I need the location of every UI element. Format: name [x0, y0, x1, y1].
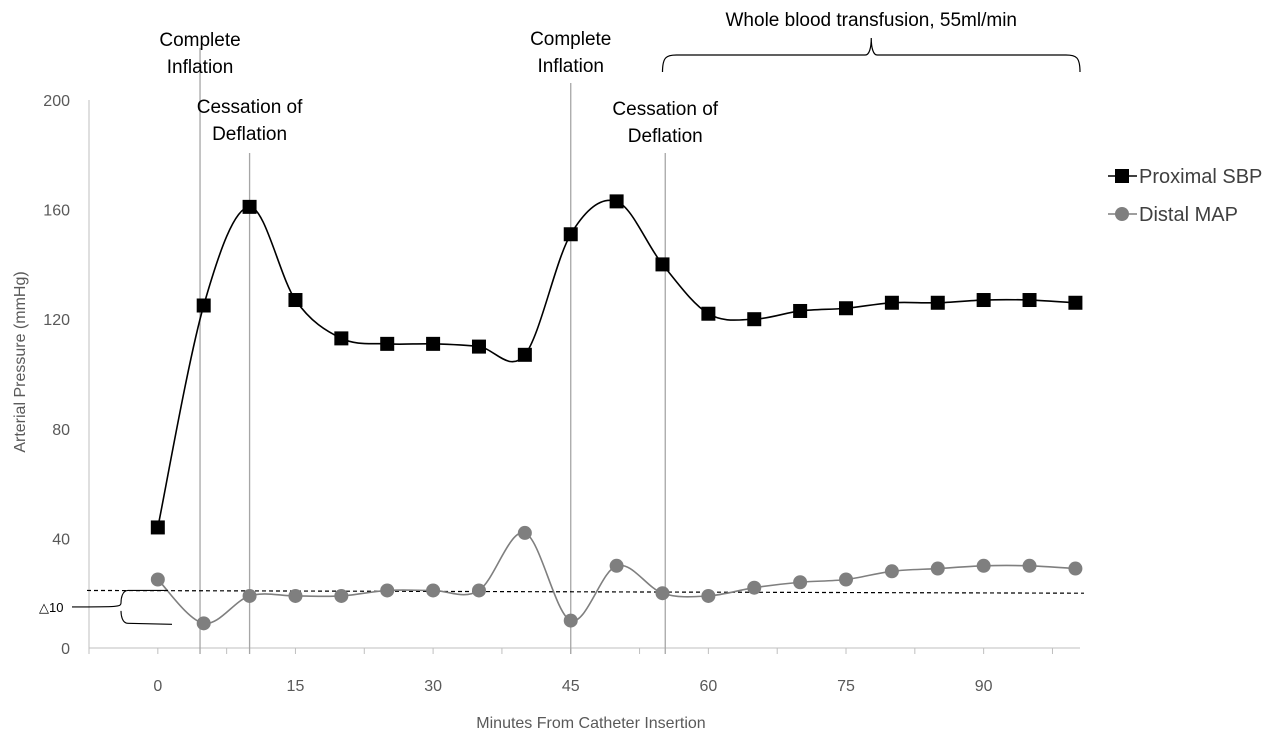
distal-map-point	[1068, 561, 1083, 576]
proximal-sbp-point	[150, 520, 165, 535]
proximal-sbp-point	[426, 336, 441, 351]
x-tick-label: 0	[153, 678, 162, 695]
x-tick-label: 15	[287, 678, 305, 695]
distal-map-point	[1022, 558, 1037, 573]
proximal-sbp-point	[196, 298, 211, 313]
legend: Proximal SBP Distal MAP	[1108, 166, 1262, 226]
proximal-sbp-point	[1068, 295, 1083, 310]
proximal-sbp-point	[380, 336, 395, 351]
proximal-sbp-point	[839, 301, 854, 316]
proximal-sbp-point	[655, 257, 670, 272]
x-tick-label: 90	[975, 678, 993, 695]
x-tick-label: 45	[562, 678, 580, 695]
legend-circle-marker	[1115, 207, 1129, 221]
proximal-sbp-point	[884, 295, 899, 310]
delta-bracket	[71, 589, 173, 625]
distal-map-point	[242, 588, 257, 603]
distal-map-point	[884, 564, 899, 579]
proximal-sbp-point	[701, 306, 716, 321]
x-axis-title: Minutes From Catheter Insertion	[476, 715, 705, 732]
vertical-marker-label: Deflation	[628, 126, 703, 147]
proximal-sbp-point	[334, 331, 349, 346]
y-tick-label: 40	[52, 531, 70, 548]
distal-map-point	[839, 572, 854, 587]
y-tick-label: 120	[43, 312, 70, 329]
y-tick-label: 80	[52, 422, 70, 439]
y-axis-title: Arterial Pressure (mmHg)	[12, 271, 29, 452]
vertical-markers: Complete Inflation Cessation of Deflation Co…	[159, 29, 719, 654]
axes: 0 40 80 120 160 200 0 15 30 45 60 75 90	[43, 93, 1080, 695]
distal-map-point	[288, 588, 303, 603]
proximal-sbp-point	[747, 312, 762, 327]
y-tick-label: 0	[61, 641, 70, 658]
vertical-marker-label: Cessation of	[612, 99, 718, 120]
distal-map-point	[334, 588, 349, 603]
vertical-marker-label: Complete	[159, 30, 240, 51]
proximal-sbp-point	[242, 199, 257, 214]
distal-map-point	[196, 616, 211, 631]
reference-line	[86, 589, 1085, 594]
vertical-marker-label: Inflation	[167, 57, 234, 78]
distal-map-line	[157, 532, 1076, 625]
annotations: Whole blood transfusion, 55ml/min △10	[39, 10, 1081, 625]
legend-square-marker	[1115, 169, 1129, 183]
proximal-sbp-point	[930, 295, 945, 310]
proximal-sbp-point	[563, 227, 578, 242]
distal-map-point	[517, 525, 532, 540]
distal-map-point	[930, 561, 945, 576]
proximal-sbp-point	[609, 194, 624, 209]
distal-map-point	[976, 558, 991, 573]
distal-map-point	[701, 588, 716, 603]
x-tick-label: 75	[837, 678, 855, 695]
distal-map-point	[426, 583, 441, 598]
x-tick-label: 60	[699, 678, 717, 695]
series-layer	[150, 194, 1083, 631]
transfusion-label: Whole blood transfusion, 55ml/min	[726, 10, 1017, 31]
delta-label: △10	[39, 600, 63, 615]
proximal-sbp-point	[471, 339, 486, 354]
distal-map-point	[793, 575, 808, 590]
proximal-sbp-point	[288, 293, 303, 308]
distal-map-point	[150, 572, 165, 587]
distal-map-point	[471, 583, 486, 598]
proximal-sbp-point	[517, 347, 532, 362]
distal-map-point	[609, 558, 624, 573]
y-tick-label: 160	[43, 203, 70, 220]
vertical-marker-label: Complete	[530, 29, 611, 50]
proximal-sbp-point	[976, 293, 991, 308]
distal-map-point	[747, 580, 762, 595]
transfusion-bracket	[661, 37, 1081, 73]
proximal-sbp-point	[793, 303, 808, 318]
distal-map-point	[563, 613, 578, 628]
x-tick-label: 30	[424, 678, 442, 695]
y-tick-label: 200	[43, 93, 70, 110]
dashed-reference-line	[86, 589, 1085, 594]
vertical-marker-label: Deflation	[212, 124, 287, 145]
proximal-sbp-line	[157, 199, 1076, 528]
proximal-sbp-point	[1022, 293, 1037, 308]
distal-map-point	[380, 583, 395, 598]
vertical-marker-label: Cessation of	[197, 97, 303, 118]
vertical-marker-label: Inflation	[537, 56, 604, 77]
legend-label: Distal MAP	[1139, 204, 1238, 226]
legend-label: Proximal SBP	[1139, 166, 1262, 188]
distal-map-point	[655, 586, 670, 601]
